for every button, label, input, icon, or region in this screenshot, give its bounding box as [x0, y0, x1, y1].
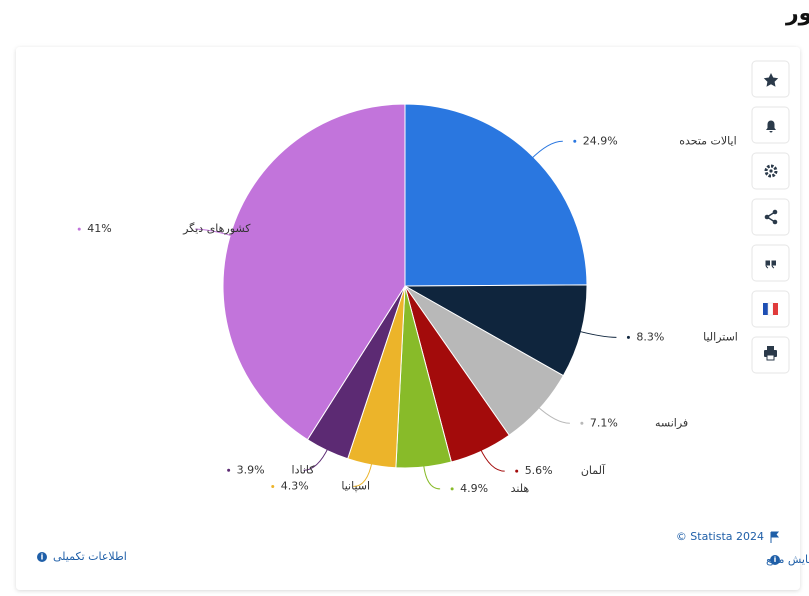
info-link[interactable]: اطلاعات تکمیلی [53, 550, 127, 563]
share-button[interactable] [751, 198, 790, 236]
language-button[interactable] [751, 290, 790, 328]
category-label: کانادا [292, 463, 316, 476]
label-dot [77, 227, 81, 231]
label-dot [515, 469, 519, 473]
data-label: 41% [87, 222, 111, 235]
leader-line [195, 228, 235, 237]
leader-line [303, 446, 330, 471]
label-dot [450, 487, 454, 491]
data-label: 24.9% [583, 134, 618, 147]
leader-line [577, 330, 617, 338]
label-dot [626, 335, 630, 339]
category-label: استرالیا [703, 330, 738, 343]
svg-text:i: i [41, 553, 44, 562]
chart-title: توزیع ارزش صادرات چرم و چرم در سراسر جها… [785, 1, 809, 26]
category-label: هلند [511, 482, 530, 495]
settings-button[interactable] [751, 152, 790, 190]
data-label: 7.1% [590, 416, 618, 429]
data-label: 8.3% [636, 330, 664, 343]
info-icon [770, 555, 780, 565]
data-label: 5.6% [525, 464, 553, 477]
data-label: 4.9% [460, 482, 488, 495]
label-dot [271, 485, 275, 489]
info-icon [37, 552, 47, 562]
leader-line [530, 140, 563, 161]
copyright[interactable]: © Statista 2024 [676, 530, 764, 543]
label-dot [573, 139, 577, 143]
footer: © Statista 2024 i نمایش منبع i اطلاعات ت… [37, 530, 809, 566]
leader-line [353, 460, 373, 488]
category-label: آلمان [581, 463, 606, 477]
data-label: 3.9% [237, 463, 265, 476]
cite-button[interactable] [751, 244, 790, 282]
svg-text:i: i [774, 556, 777, 565]
label-dot [227, 468, 231, 472]
toolbar [751, 60, 790, 374]
category-label: ایالات متحده [679, 134, 736, 147]
print-button[interactable] [751, 336, 790, 374]
category-label: اسپانیا [341, 480, 370, 493]
leader-line [536, 405, 570, 424]
leader-line [479, 447, 505, 472]
leader-line [422, 462, 441, 490]
category-label: فرانسه [655, 416, 688, 429]
label-dot [580, 421, 584, 425]
category-label: کشورهای دیگر [182, 222, 251, 235]
star-button[interactable] [751, 60, 790, 98]
bell-button[interactable] [751, 106, 790, 144]
flag-icon [770, 531, 780, 543]
data-label: 4.3% [281, 480, 309, 493]
source-link[interactable]: نمایش منبع [766, 553, 809, 566]
